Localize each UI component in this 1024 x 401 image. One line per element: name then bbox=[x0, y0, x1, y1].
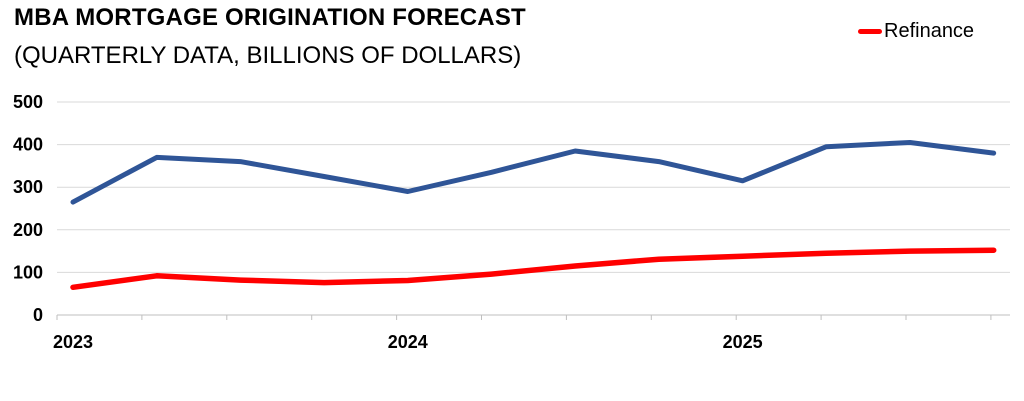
chart-title: MBA MORTGAGE ORIGINATION FORECAST bbox=[14, 4, 526, 31]
y-axis-tick-label: 300 bbox=[13, 177, 43, 197]
x-axis-year-label: 2025 bbox=[723, 332, 763, 352]
x-axis-year-label: 2024 bbox=[388, 332, 428, 352]
refinance-legend-label: Refinance bbox=[884, 20, 975, 42]
y-axis-tick-label: 100 bbox=[13, 262, 43, 282]
series-line-blue bbox=[70, 140, 997, 205]
series-line-refinance bbox=[70, 247, 997, 291]
x-axis-year-label: 2023 bbox=[53, 332, 93, 352]
legend: Refinance bbox=[858, 20, 974, 43]
y-axis-tick-label: 500 bbox=[13, 92, 43, 112]
refinance-legend-line-icon bbox=[858, 29, 882, 34]
y-axis-tick-label: 0 bbox=[33, 305, 43, 325]
chart-subtitle: (QUARTERLY DATA, BILLIONS OF DOLLARS) bbox=[14, 42, 522, 69]
y-axis-tick-label: 200 bbox=[13, 220, 43, 240]
y-axis-tick-label: 400 bbox=[13, 135, 43, 155]
